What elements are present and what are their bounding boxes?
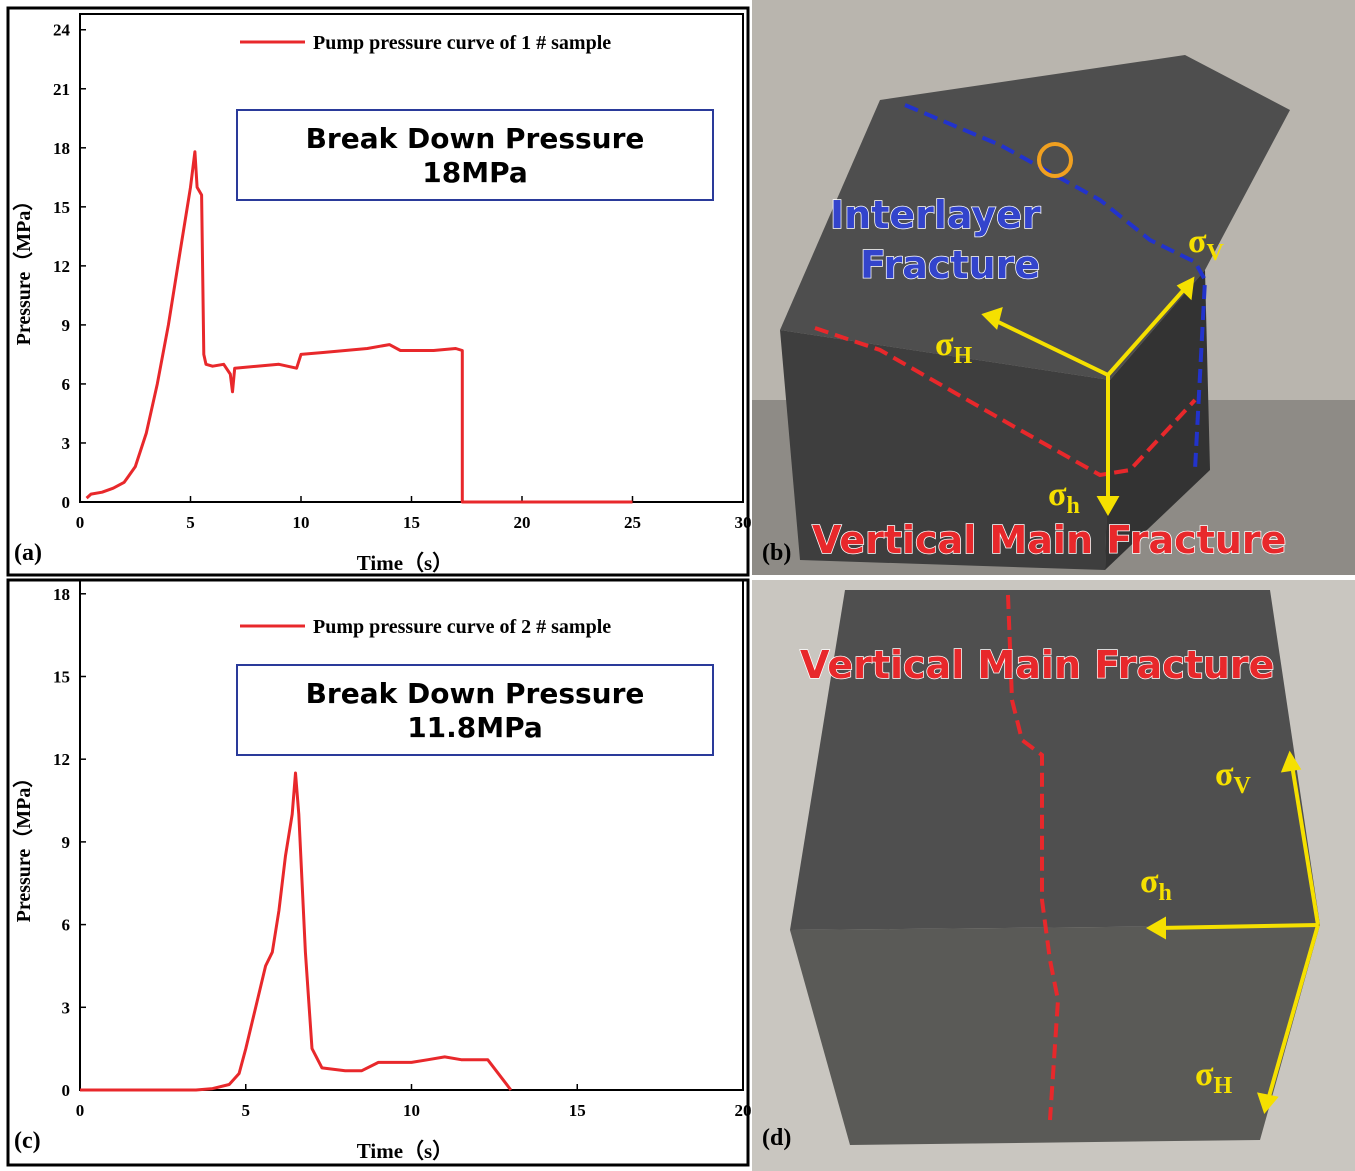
- legend-label: Pump pressure curve of 1 # sample: [313, 32, 611, 54]
- stress-subscript: V: [1207, 240, 1225, 266]
- y-tick-label: 3: [62, 998, 71, 1017]
- y-tick-label: 6: [62, 916, 71, 935]
- y-tick-label: 15: [53, 198, 70, 217]
- panel-label: (a): [14, 540, 42, 566]
- panel-frame: [6, 6, 750, 577]
- x-tick-label: 20: [514, 513, 531, 532]
- legend-label: Pump pressure curve of 2 # sample: [313, 616, 611, 638]
- plot-frame: [79, 579, 744, 1091]
- y-axis-label: Pressure（MPa）: [12, 191, 35, 346]
- y-tick-label: 12: [53, 750, 70, 769]
- x-axis-label: Time（s）: [357, 551, 453, 575]
- x-tick-label: 15: [569, 1101, 586, 1120]
- stress-symbol: σ: [1195, 1056, 1214, 1093]
- x-tick-label: 10: [293, 513, 310, 532]
- stress-symbol: σ: [935, 326, 954, 363]
- stress-label: σV: [1215, 756, 1252, 799]
- y-tick-label: 9: [62, 833, 71, 852]
- annotation-box: [236, 664, 714, 756]
- x-tick-label: 25: [624, 513, 641, 532]
- x-axis-label: Time（s）: [357, 1139, 453, 1163]
- y-tick-label: 12: [53, 257, 70, 276]
- photo-d: [752, 580, 1355, 1171]
- fracture-label: Interlayer: [830, 193, 1041, 237]
- annotation: Break Down Pressure: [306, 122, 645, 155]
- x-tick-label: 30: [735, 513, 752, 532]
- panel-label: (c): [14, 1128, 41, 1154]
- stress-label: σH: [1195, 1056, 1233, 1099]
- stress-symbol: σ: [1215, 756, 1234, 793]
- stress-label: σh: [1048, 476, 1080, 519]
- stress-subscript: V: [1234, 773, 1252, 799]
- stress-label: σh: [1140, 863, 1172, 906]
- annotation-box: [236, 109, 714, 201]
- y-tick-label: 3: [62, 434, 71, 453]
- stress-label: σV: [1188, 223, 1225, 266]
- y-tick-label: 21: [53, 80, 70, 99]
- y-tick-label: 9: [62, 316, 71, 335]
- photo-b: [752, 0, 1355, 575]
- stress-label: σH: [935, 326, 973, 369]
- line-series: [85, 150, 633, 504]
- x-tick-label: 15: [403, 513, 420, 532]
- stress-symbol: σ: [1048, 476, 1067, 513]
- x-tick-label: 20: [735, 1101, 752, 1120]
- x-tick-label: 5: [242, 1101, 251, 1120]
- line-series: [80, 771, 513, 1092]
- y-tick-label: 0: [62, 493, 71, 512]
- annotation: 11.8MPa: [407, 711, 543, 744]
- x-tick-label: 10: [403, 1101, 420, 1120]
- stress-subscript: h: [1067, 493, 1080, 519]
- annotation: Break Down Pressure: [306, 677, 645, 710]
- x-tick-label: 0: [76, 513, 85, 532]
- y-tick-label: 18: [53, 585, 70, 604]
- panel-label: (d): [762, 1125, 791, 1151]
- fracture-label: Vertical Main Fracture: [800, 643, 1274, 687]
- stress-subscript: H: [1214, 1073, 1233, 1099]
- stress-subscript: h: [1159, 880, 1172, 906]
- y-tick-label: 18: [53, 139, 70, 158]
- y-tick-label: 6: [62, 375, 71, 394]
- x-tick-label: 5: [186, 513, 195, 532]
- stress-subscript: H: [954, 343, 973, 369]
- annotation: 18MPa: [422, 156, 528, 189]
- y-tick-label: 24: [53, 21, 71, 40]
- panel-label: (b): [762, 540, 791, 566]
- fracture-label: Fracture: [860, 243, 1040, 287]
- stress-symbol: σ: [1188, 223, 1207, 260]
- stress-symbol: σ: [1140, 863, 1159, 900]
- y-tick-label: 15: [53, 667, 70, 686]
- x-tick-label: 0: [76, 1101, 85, 1120]
- y-tick-label: 0: [62, 1081, 71, 1100]
- y-axis-label: Pressure（MPa）: [12, 768, 35, 923]
- fracture-label: Vertical Main Fracture: [812, 518, 1286, 562]
